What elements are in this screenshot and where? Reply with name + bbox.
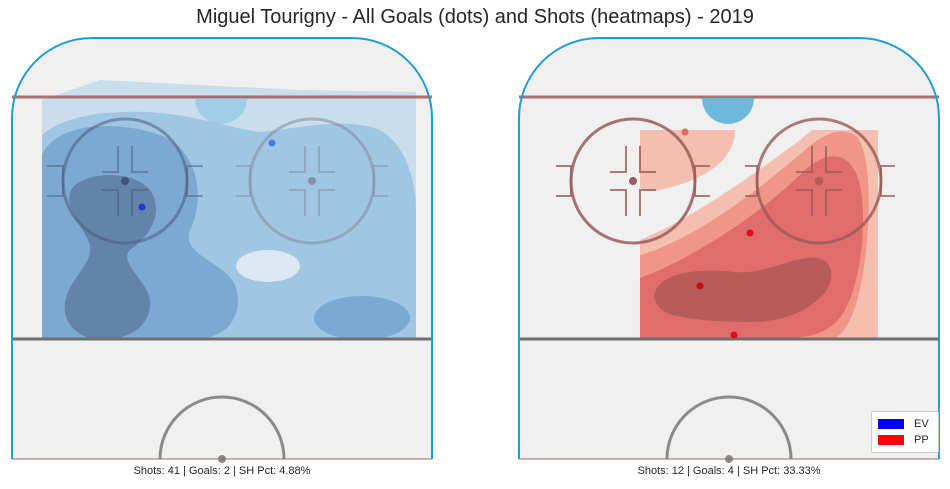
faceoff-hashes-right [236, 146, 388, 216]
pp-goal-dots [681, 128, 754, 339]
pp-heat-layer-1a [640, 130, 735, 191]
pp-goal-dot-1 [681, 128, 689, 136]
ev-heat-layer-4 [64, 174, 157, 340]
legend-swatch-ev [878, 419, 904, 429]
faceoff-dot-left [121, 177, 129, 185]
center-circle-arc [665, 395, 793, 460]
legend-swatch-pp [878, 435, 904, 445]
goal-crease [195, 98, 247, 124]
center-circle-arc [158, 395, 286, 460]
goal-crease [702, 98, 754, 124]
faceoff-hashes-left [47, 146, 203, 216]
legend: EV PP [871, 411, 939, 453]
faceoff-dot-right [308, 177, 316, 185]
pp-heat-layer-4 [654, 257, 832, 322]
legend-item-ev: EV [878, 417, 929, 431]
legend-label-pp: PP [914, 434, 929, 446]
faceoff-hashes-right [745, 146, 895, 216]
ev-goal-dot-1 [138, 203, 146, 211]
faceoff-dot-left [629, 177, 637, 185]
ev-goal-dots [138, 139, 276, 211]
faceoff-hashes-left [556, 146, 710, 216]
boards [518, 37, 940, 459]
pp-goal-dot-3 [696, 282, 704, 290]
boards [11, 37, 433, 459]
ev-caption: Shots: 41 | Goals: 2 | SH Pct: 4.88% [133, 465, 311, 477]
ev-goal-dot-2 [268, 139, 276, 147]
pp-goal-dot-2 [746, 229, 754, 237]
faceoff-dot-right [815, 177, 823, 185]
ev-heat-hole [236, 250, 300, 282]
legend-item-pp: PP [878, 433, 929, 447]
chart-title: Miguel Tourigny - All Goals (dots) and S… [196, 6, 754, 28]
pp-caption: Shots: 12 | Goals: 4 | SH Pct: 33.33% [637, 465, 821, 477]
legend-label-ev: EV [914, 418, 929, 430]
rink-ev [11, 37, 433, 463]
rink-pp [518, 37, 940, 463]
ev-heat-blob-lower-right [314, 296, 410, 340]
pp-goal-dot-4 [730, 331, 738, 339]
